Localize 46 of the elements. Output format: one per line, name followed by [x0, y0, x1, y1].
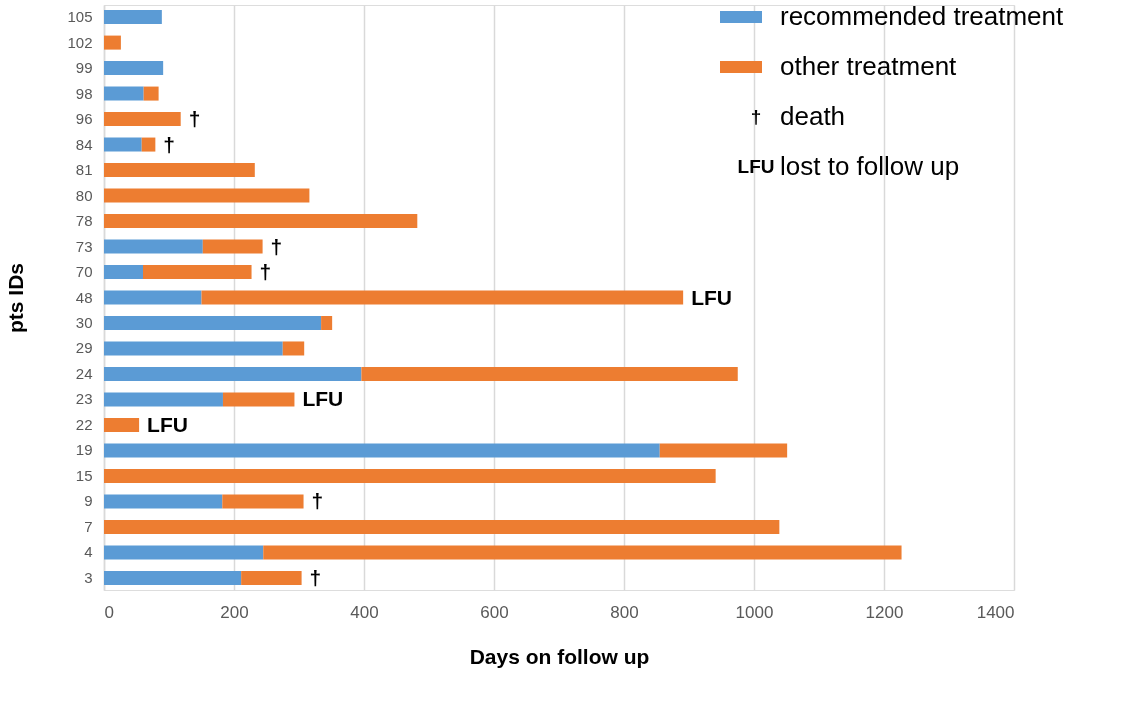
annotation: LFU	[691, 285, 732, 309]
annotation: † death	[750, 101, 846, 131]
y-tick-label: 22	[75, 415, 93, 433]
y-tick-label: 15	[75, 466, 93, 484]
annotation: †	[188, 107, 201, 131]
y-tick-label: 98	[75, 84, 93, 102]
y-tick-label: 70	[75, 263, 93, 281]
y-tick-label: 73	[75, 237, 93, 255]
y-tick-label: 78	[75, 212, 93, 230]
x-axis-title: Days on follow up	[469, 644, 650, 668]
annotation: †	[270, 234, 283, 258]
y-tick-label: 96	[75, 110, 93, 128]
legend-label: recommended treatment	[780, 1, 1065, 31]
y-tick-label: 81	[75, 161, 93, 179]
x-tick-label: 400	[350, 602, 379, 622]
x-tick-label: 800	[610, 602, 639, 622]
annotation: LFU	[147, 412, 188, 436]
y-tick-label: 29	[75, 339, 93, 357]
y-tick-label: 24	[75, 364, 93, 382]
y-tick-label: 23	[75, 390, 93, 408]
x-tick-label: 600	[480, 602, 509, 622]
annotation: LFU	[302, 387, 344, 411]
y-tick-label: 99	[75, 59, 93, 77]
y-tick-label: 7	[84, 517, 93, 535]
y-tick-label: 4	[84, 543, 93, 561]
y-tick-label: 30	[75, 313, 93, 331]
y-tick-label: 80	[75, 186, 93, 204]
y-axis-title: pts IDs	[4, 262, 28, 334]
x-tick-label: 0	[104, 602, 114, 622]
x-tick-label: 200	[220, 602, 249, 622]
y-tick-label: 19	[75, 441, 93, 459]
y-tick-label: 9	[84, 492, 93, 510]
y-tick-label: 84	[75, 135, 93, 153]
y-tick-label: 105	[67, 8, 93, 26]
y-tick-label: 3	[84, 568, 93, 586]
y-tick-label: 102	[67, 33, 93, 51]
y-tick-label: 48	[75, 288, 93, 306]
annotation: †	[309, 565, 322, 589]
annotation: LFU lost to follow up	[737, 151, 960, 181]
x-tick-label: 1000	[735, 602, 774, 622]
x-tick-label: 1400	[976, 602, 1015, 622]
x-tick-label: 1200	[865, 602, 904, 622]
annotation: †	[163, 132, 176, 156]
annotation: †	[259, 260, 272, 284]
annotation: †	[311, 489, 324, 513]
legend-label: other treatment	[780, 51, 958, 81]
